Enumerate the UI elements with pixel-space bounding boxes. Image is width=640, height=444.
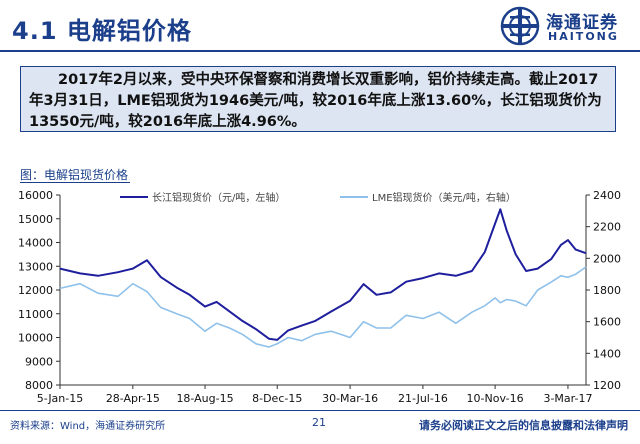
y-right-tick-label: 2000 bbox=[593, 252, 621, 265]
summary-text: 2017年2月以来，受中央环保督察和消费增长双重影响，铝价持续走高。截止2017… bbox=[29, 72, 602, 130]
x-tick-label: 30-Mar-16 bbox=[322, 392, 378, 405]
x-tick-label: 3-Mar-17 bbox=[543, 392, 592, 405]
chart-caption-text: 图：电解铝现货价格 bbox=[20, 168, 129, 182]
legend-label: 长江铝现货价（元/吨，左轴） bbox=[152, 191, 285, 204]
y-right-tick-label: 1800 bbox=[593, 284, 621, 297]
y-right-tick-label: 2200 bbox=[593, 221, 621, 234]
chart-caption: 图：电解铝现货价格 bbox=[20, 166, 130, 183]
page-number: 21 bbox=[312, 416, 326, 429]
y-right-tick-label: 2400 bbox=[593, 189, 621, 202]
aluminum-price-chart: 8000 9000 10000 11000 12000 13000 14000 15000 16… bbox=[18, 189, 621, 405]
x-tick-label: 10-Nov-16 bbox=[467, 392, 524, 405]
caption-underline bbox=[20, 182, 130, 183]
y-right-tick-label: 1600 bbox=[593, 316, 621, 329]
legend-label: LME铝现货价（美元/吨，右轴） bbox=[372, 191, 516, 204]
y-right-tick-label: 1200 bbox=[593, 379, 621, 392]
x-tick-label: 21-Jul-16 bbox=[398, 392, 448, 405]
y-left-tick-label: 12000 bbox=[18, 284, 53, 297]
y-right-tick-label: 1400 bbox=[593, 347, 621, 360]
x-tick-label: 8-Dec-15 bbox=[252, 392, 302, 405]
y-left-tick-label: 15000 bbox=[18, 213, 53, 226]
header: 4.1 电解铝价格 海通证券 HAITONG bbox=[0, 0, 640, 50]
x-tick-label: 5-Jan-15 bbox=[37, 392, 84, 405]
y-left-tick-label: 13000 bbox=[18, 260, 53, 273]
source-note: 资料来源：Wind，海通证券研究所 bbox=[10, 421, 166, 432]
page-title: 4.1 电解铝价格 bbox=[12, 17, 192, 45]
disclaimer-link[interactable]: 请务必阅读正文之后的信息披露和法律声明 bbox=[419, 419, 628, 432]
logo-english-name: HAITONG bbox=[548, 30, 619, 43]
y-left-tick-label: 11000 bbox=[18, 308, 53, 321]
y-left-tick-label: 9000 bbox=[25, 355, 53, 368]
y-left-tick-label: 10000 bbox=[18, 332, 53, 345]
header-divider bbox=[0, 50, 640, 52]
x-tick-label: 28-Apr-15 bbox=[106, 392, 160, 405]
lme-price-line bbox=[59, 266, 587, 348]
company-logo: 海通证券 HAITONG bbox=[500, 6, 630, 46]
y-left-tick-label: 14000 bbox=[18, 237, 53, 250]
x-tick-label: 18-Aug-15 bbox=[176, 392, 233, 405]
footer-divider bbox=[0, 410, 640, 411]
changjiang-price-line bbox=[59, 208, 587, 341]
logo-chinese-name: 海通证券 bbox=[546, 13, 618, 33]
summary-box: 2017年2月以来，受中央环保督察和消费增长双重影响，铝价持续走高。截止2017… bbox=[20, 66, 616, 132]
haitong-logo-icon bbox=[500, 6, 540, 46]
y-left-tick-label: 16000 bbox=[18, 189, 53, 202]
y-left-tick-label: 8000 bbox=[25, 379, 53, 392]
